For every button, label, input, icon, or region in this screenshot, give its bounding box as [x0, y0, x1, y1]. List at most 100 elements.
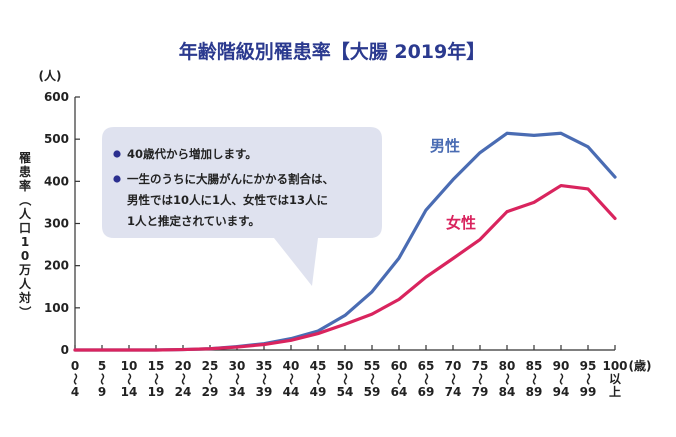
- svg-text:74: 74: [445, 385, 462, 399]
- svg-text:54: 54: [337, 385, 354, 399]
- series-label-female: 女性: [446, 214, 476, 232]
- svg-text:90: 90: [553, 359, 570, 373]
- svg-text:50: 50: [337, 359, 354, 373]
- x-tick-label: 95〜99: [580, 359, 597, 399]
- y-axis-title-char: ）: [18, 306, 33, 318]
- svg-text:64: 64: [391, 385, 408, 399]
- svg-text:44: 44: [283, 385, 300, 399]
- svg-text:94: 94: [553, 385, 570, 399]
- x-tick-label: 15〜19: [148, 359, 165, 399]
- svg-text:70: 70: [445, 359, 462, 373]
- y-unit-label: (人): [39, 68, 62, 83]
- svg-text:60: 60: [391, 359, 408, 373]
- svg-text:85: 85: [526, 359, 543, 373]
- x-tick-label: 0〜4: [68, 359, 82, 399]
- y-axis-title-char: 万: [18, 263, 31, 277]
- svg-text:15: 15: [148, 359, 165, 373]
- x-tick-label: 90〜94: [553, 359, 570, 399]
- y-tick-label: 0: [61, 343, 69, 357]
- y-axis-title-char: 口: [19, 221, 31, 235]
- y-tick-label: 500: [44, 132, 69, 146]
- annotation-text: 一生のうちに大腸がんにかかる割合は、: [127, 172, 334, 186]
- svg-text:95: 95: [580, 359, 597, 373]
- y-tick-label: 400: [44, 174, 69, 188]
- y-axis-title-char: 罹: [19, 151, 31, 165]
- x-tick-label: 20〜24: [175, 359, 192, 399]
- x-tick-label: 55〜59: [364, 359, 381, 399]
- svg-text:〜: 〜: [338, 373, 352, 385]
- svg-text:79: 79: [472, 385, 489, 399]
- svg-text:5: 5: [98, 359, 106, 373]
- x-tick-label: 30〜34: [229, 359, 246, 399]
- svg-text:〜: 〜: [257, 373, 271, 385]
- y-axis-title-char: 人: [19, 276, 32, 291]
- svg-text:〜: 〜: [230, 373, 244, 385]
- svg-text:69: 69: [418, 385, 435, 399]
- x-tick-label: 40〜44: [283, 359, 300, 399]
- y-axis-title-char: 対: [18, 290, 31, 305]
- svg-text:以: 以: [609, 372, 621, 386]
- y-tick-label: 300: [44, 217, 69, 231]
- svg-text:29: 29: [202, 385, 219, 399]
- svg-text:〜: 〜: [68, 373, 82, 385]
- svg-text:65: 65: [418, 359, 435, 373]
- y-tick-label: 600: [44, 90, 69, 104]
- svg-text:34: 34: [229, 385, 246, 399]
- x-tick-label: 65〜69: [418, 359, 435, 399]
- svg-text:55: 55: [364, 359, 381, 373]
- svg-text:45: 45: [310, 359, 327, 373]
- svg-text:〜: 〜: [122, 373, 136, 385]
- y-axis-title-char: 患: [19, 164, 31, 179]
- annotation-bullet: [113, 175, 121, 183]
- svg-text:25: 25: [202, 359, 219, 373]
- svg-text:〜: 〜: [554, 373, 568, 385]
- svg-text:20: 20: [175, 359, 192, 373]
- svg-text:14: 14: [121, 385, 138, 399]
- svg-text:39: 39: [256, 385, 273, 399]
- svg-text:〜: 〜: [176, 373, 190, 385]
- x-tick-label: 5〜9: [95, 359, 109, 399]
- svg-text:〜: 〜: [392, 373, 406, 385]
- svg-text:〜: 〜: [149, 373, 163, 385]
- series-label-male: 男性: [430, 137, 460, 155]
- x-tick-label: 10〜14: [121, 359, 138, 399]
- annotation-text: 男性では10人に1人、女性では13人に: [127, 193, 328, 207]
- y-axis-title-char: 人: [19, 206, 32, 221]
- y-axis-title-char: 0: [21, 249, 29, 263]
- svg-text:19: 19: [148, 385, 165, 399]
- y-tick-label: 200: [44, 259, 69, 273]
- x-tick-label: 25〜29: [202, 359, 219, 399]
- svg-text:84: 84: [499, 385, 516, 399]
- annotation-bullet: [113, 150, 121, 158]
- svg-text:〜: 〜: [527, 373, 541, 385]
- x-tick-label: 50〜54: [337, 359, 354, 399]
- x-unit-label: (歳): [629, 358, 652, 373]
- svg-text:10: 10: [121, 359, 138, 373]
- x-tick-label: 45〜49: [310, 359, 327, 399]
- y-axis-title-char: （: [18, 194, 33, 206]
- y-axis-title-char: 率: [19, 178, 31, 193]
- x-tick-label: 70〜74: [445, 359, 462, 399]
- x-tick-label: 75〜79: [472, 359, 489, 399]
- svg-text:〜: 〜: [203, 373, 217, 385]
- svg-text:9: 9: [98, 385, 106, 399]
- svg-text:24: 24: [175, 385, 192, 399]
- svg-text:〜: 〜: [419, 373, 433, 385]
- chart-title: 年齢階級別罹患率【大腸 2019年】: [179, 40, 486, 63]
- svg-text:〜: 〜: [284, 373, 298, 385]
- svg-text:59: 59: [364, 385, 381, 399]
- annotation-text: 40歳代から増加します。: [127, 147, 257, 161]
- svg-text:99: 99: [580, 385, 597, 399]
- svg-text:〜: 〜: [95, 373, 109, 385]
- svg-text:4: 4: [71, 385, 79, 399]
- svg-text:0: 0: [71, 359, 79, 373]
- x-tick-label: 80〜84: [499, 359, 516, 399]
- svg-text:〜: 〜: [473, 373, 487, 385]
- svg-text:49: 49: [310, 385, 327, 399]
- svg-text:100: 100: [602, 359, 627, 373]
- x-tick-label: 35〜39: [256, 359, 273, 399]
- svg-text:〜: 〜: [365, 373, 379, 385]
- svg-text:〜: 〜: [446, 373, 460, 385]
